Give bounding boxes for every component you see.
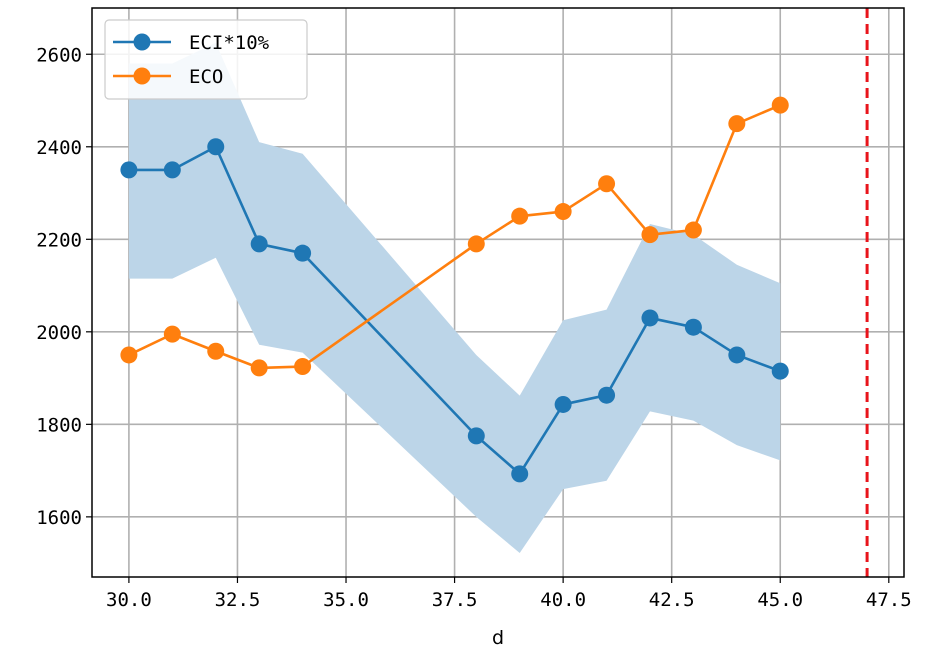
legend-marker xyxy=(133,33,151,51)
series-layer xyxy=(120,96,789,483)
data-point xyxy=(294,244,312,262)
x-tick-label: 47.5 xyxy=(866,589,912,611)
y-axis-ticks: 1600 1800 2000 2200 2400 2600 xyxy=(36,44,92,529)
series-2 xyxy=(120,96,789,377)
data-point xyxy=(120,346,138,364)
data-point xyxy=(728,346,746,364)
data-point xyxy=(598,386,616,404)
plot-frame xyxy=(91,7,905,578)
data-point xyxy=(728,115,746,133)
x-tick-label: 40.0 xyxy=(540,589,586,611)
data-point xyxy=(467,427,485,445)
y-tick-label: 2000 xyxy=(36,322,82,344)
y-tick-label: 1600 xyxy=(36,507,82,529)
data-point xyxy=(294,358,312,376)
data-point xyxy=(598,175,616,193)
y-tick-label: 1800 xyxy=(36,414,82,436)
x-tick-label: 30.0 xyxy=(106,589,152,611)
y-tick-label: 2400 xyxy=(36,137,82,159)
x-axis-label: d xyxy=(492,627,504,649)
y-tick-label: 2200 xyxy=(36,229,82,251)
data-point xyxy=(641,309,659,327)
data-point xyxy=(554,395,572,413)
data-point xyxy=(511,465,529,483)
data-point xyxy=(207,342,225,360)
x-axis-ticks: 30.0 32.5 35.0 37.5 40.0 42.5 45.0 47.5 xyxy=(106,577,912,611)
data-point xyxy=(120,161,138,179)
data-point xyxy=(163,325,181,343)
confidence-band xyxy=(128,42,781,553)
data-point xyxy=(467,235,485,253)
legend-box xyxy=(104,19,308,100)
data-point xyxy=(554,203,572,221)
band-area xyxy=(128,42,781,553)
data-point xyxy=(641,226,659,244)
data-point xyxy=(511,207,529,225)
data-point xyxy=(771,96,789,114)
x-tick-label: 32.5 xyxy=(215,589,261,611)
data-point xyxy=(163,161,181,179)
series-1 xyxy=(120,138,789,483)
data-point xyxy=(250,359,268,377)
data-point xyxy=(684,221,702,239)
x-tick-label: 45.0 xyxy=(757,589,803,611)
x-tick-label: 37.5 xyxy=(432,589,478,611)
x-tick-label: 42.5 xyxy=(649,589,695,611)
data-point xyxy=(684,318,702,336)
x-tick-label: 35.0 xyxy=(323,589,369,611)
legend-label: ECI*10% xyxy=(189,32,270,54)
legend: ECI*10% ECO xyxy=(104,19,308,100)
legend-label: ECO xyxy=(189,66,223,88)
y-tick-label: 2600 xyxy=(36,44,82,66)
legend-marker xyxy=(133,67,151,85)
data-point xyxy=(207,138,225,156)
data-point xyxy=(771,362,789,380)
data-point xyxy=(250,235,268,253)
